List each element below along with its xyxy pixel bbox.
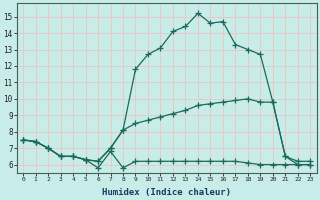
- X-axis label: Humidex (Indice chaleur): Humidex (Indice chaleur): [102, 188, 231, 197]
